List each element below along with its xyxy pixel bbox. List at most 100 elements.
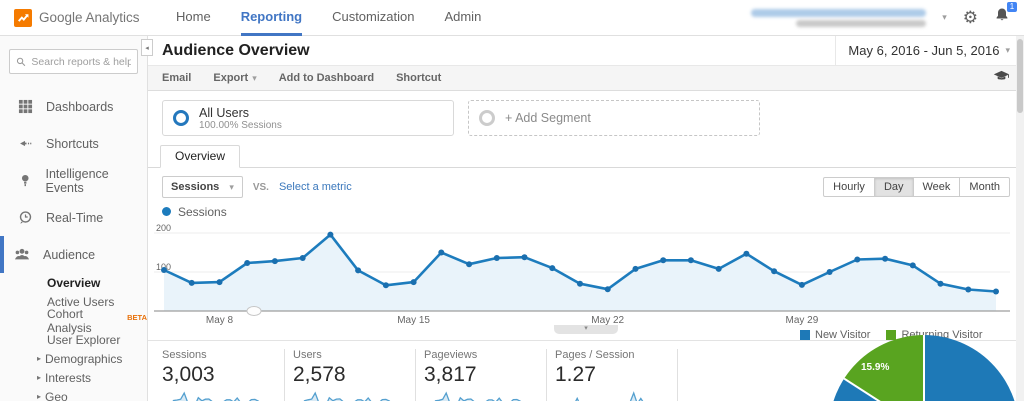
export-button[interactable]: Export ▾ <box>213 72 257 84</box>
sidebar-item-label: Shortcuts <box>46 136 99 151</box>
google-analytics-logo-icon <box>14 8 32 27</box>
sidebar-item-label: Real-Time <box>46 210 104 225</box>
segment-donut-icon <box>479 110 495 126</box>
chevron-down-icon: ▾ <box>252 72 257 83</box>
sidebar-item-geo[interactable]: ▸ Geo <box>37 389 68 401</box>
svg-text:200: 200 <box>156 223 171 233</box>
segments-row: All Users 100.00% Sessions + Add Segment <box>148 91 1024 136</box>
svg-text:May 29: May 29 <box>786 315 819 325</box>
brand-name: Google Analytics <box>39 10 140 25</box>
vertical-scrollbar[interactable] <box>1016 36 1024 401</box>
returning-visitor-swatch-icon <box>886 330 897 340</box>
nav-reporting[interactable]: Reporting <box>240 0 303 36</box>
sidebar-item-label: Intelligence Events <box>45 166 109 195</box>
email-button[interactable]: Email <box>162 72 192 84</box>
search-icon <box>16 57 26 66</box>
sessions-legend-dot-icon <box>162 207 171 216</box>
sidebar-item-label: Audience <box>43 247 96 262</box>
date-range-text: May 6, 2016 - Jun 5, 2016 <box>848 43 1000 58</box>
nav-customization[interactable]: Customization <box>332 8 415 24</box>
sidebar-item-dashboards[interactable]: Dashboards <box>0 88 147 125</box>
brand[interactable]: Google Analytics <box>14 8 164 27</box>
granularity-toggle: Hourly Day Week Month <box>823 177 1010 197</box>
real-time-clock-icon <box>19 211 32 224</box>
audience-people-icon <box>14 248 30 260</box>
vs-label: VS. <box>252 181 269 193</box>
nav-admin[interactable]: Admin <box>444 8 482 24</box>
sidebar-item-audience[interactable]: Audience <box>0 236 147 273</box>
sidebar-collapse-button[interactable]: ◂ <box>141 39 153 56</box>
add-segment-button[interactable]: + Add Segment <box>468 100 760 136</box>
notifications-bell[interactable]: 1 <box>994 2 1017 28</box>
tab-row: Overview <box>148 145 1024 168</box>
pie-slice-separator <box>923 335 925 401</box>
shortcut-button[interactable]: Shortcut <box>396 72 442 84</box>
svg-text:100: 100 <box>156 262 171 272</box>
sidebar-item-active-users[interactable]: Active Users <box>47 294 115 309</box>
chevron-down-icon: ▾ <box>1005 45 1010 55</box>
sessions-sparkline <box>172 391 260 401</box>
page-title: Audience Overview <box>162 41 310 59</box>
expand-arrow-icon: ▸ <box>37 354 42 363</box>
pie-slice-percent-label: 15.9% <box>861 362 890 373</box>
metric-card-sessions[interactable]: Sessions 3,003 <box>162 349 285 401</box>
segment-all-users[interactable]: All Users 100.00% Sessions <box>162 100 454 136</box>
chevron-down-icon: ▾ <box>229 181 234 192</box>
svg-text:May 8: May 8 <box>206 315 234 325</box>
metric-select-dropdown[interactable]: Sessions ▾ <box>162 176 243 198</box>
scrollbar-thumb[interactable] <box>1017 39 1023 113</box>
content-header: Audience Overview May 6, 2016 - Jun 5, 2… <box>148 36 1024 66</box>
granularity-day-button[interactable]: Day <box>873 177 914 197</box>
sidebar-item-user-explorer[interactable]: User Explorer <box>47 332 121 347</box>
date-range-selector[interactable]: May 6, 2016 - Jun 5, 2016 ▾ <box>835 36 1010 65</box>
shortcuts-arrow-icon <box>20 140 32 147</box>
new-visitor-swatch-icon <box>800 330 810 340</box>
sidebar-item-demographics[interactable]: ▸ Demographics <box>37 351 123 366</box>
expand-arrow-icon: ▸ <box>37 373 42 382</box>
pie-legend: New Visitor Returning Visitor <box>800 329 983 341</box>
nav-home[interactable]: Home <box>176 8 211 24</box>
segment-subtitle: 100.00% Sessions <box>199 119 282 131</box>
search-input[interactable] <box>31 55 131 68</box>
pie-slice-separator <box>843 377 925 401</box>
sidebar-item-intelligence-events[interactable]: Intelligence Events <box>0 162 147 199</box>
sidebar-item-overview[interactable]: Overview <box>47 275 101 290</box>
sessions-line-chart[interactable]: 100 200 May 8 May 15 May 22 May 29 <box>154 221 1010 325</box>
graduation-cap-icon[interactable] <box>993 69 1010 87</box>
svg-text:May 15: May 15 <box>397 315 430 325</box>
metric-card-users[interactable]: Users 2,578 <box>293 349 416 401</box>
metric-card-pages-per-session[interactable]: Pages / Session 1.27 <box>555 349 678 401</box>
granularity-hourly-button[interactable]: Hourly <box>823 177 875 197</box>
chart-legend: Sessions <box>148 202 1024 219</box>
dashboards-grid-icon <box>18 99 33 114</box>
pages-per-session-sparkline <box>575 391 644 401</box>
sidebar: Dashboards Shortcuts Intelligence Events… <box>0 36 148 401</box>
granularity-week-button[interactable]: Week <box>912 177 961 197</box>
intelligence-bulb-icon <box>21 174 29 187</box>
tab-overview[interactable]: Overview <box>160 145 241 168</box>
sidebar-item-shortcuts[interactable]: Shortcuts <box>0 125 147 162</box>
chart-controls: Sessions ▾ VS. Select a metric Hourly Da… <box>148 168 1024 202</box>
users-sparkline <box>303 391 391 401</box>
sidebar-item-interests[interactable]: ▸ Interests <box>37 370 92 385</box>
sidebar-item-label: Dashboards <box>46 99 114 114</box>
select-a-metric-link[interactable]: Select a metric <box>278 181 352 193</box>
sidebar-item-real-time[interactable]: Real-Time <box>0 199 147 236</box>
main-content: ◂ Audience Overview May 6, 2016 - Jun 5,… <box>141 36 1024 401</box>
pageviews-sparkline <box>434 391 522 401</box>
nav-right: ▾ ⚙ 1 <box>751 2 1017 28</box>
add-to-dashboard-button[interactable]: Add to Dashboard <box>278 72 375 84</box>
granularity-month-button[interactable]: Month <box>959 177 1010 197</box>
metrics-row: Sessions 3,003 Users 2,578 Pageviews 3,8… <box>148 341 1024 401</box>
account-chevron-down-icon[interactable]: ▾ <box>942 12 947 22</box>
sidebar-item-cohort-analysis[interactable]: Cohort Analysis BETA <box>47 306 147 335</box>
metric-card-pageviews[interactable]: Pageviews 3,817 <box>424 349 547 401</box>
gear-icon[interactable]: ⚙ <box>962 8 978 27</box>
audience-sub-items: Overview Active Users Cohort Analysis BE… <box>0 273 147 401</box>
svg-text:May 22: May 22 <box>591 315 624 325</box>
account-info-redacted[interactable] <box>751 8 927 27</box>
sessions-legend-label: Sessions <box>178 204 227 219</box>
chart-collapse-handle[interactable]: ▾ <box>554 325 618 334</box>
sidebar-search[interactable] <box>9 49 138 74</box>
